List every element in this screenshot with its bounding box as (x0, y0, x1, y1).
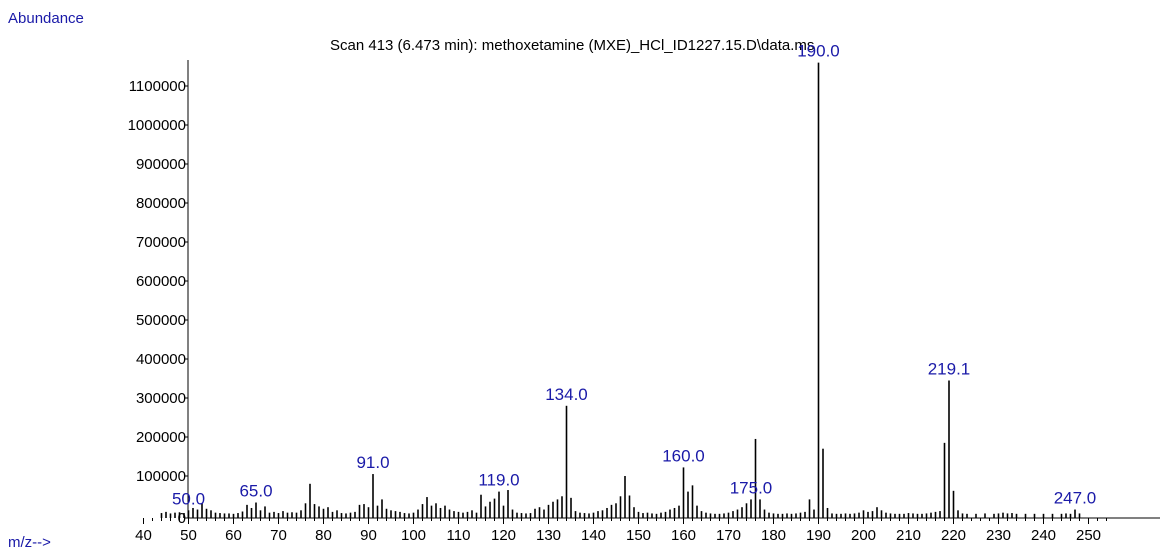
x-tick-label: 220 (941, 527, 966, 544)
x-tick-label: 100 (401, 527, 426, 544)
peak-label: 219.1 (928, 359, 971, 378)
y-tick-label: 200000 (136, 429, 186, 446)
x-tick-label: 200 (851, 527, 876, 544)
x-axis-label: m/z--> (8, 534, 51, 551)
y-tick-label: 400000 (136, 351, 186, 368)
x-tick-label: 70 (270, 527, 287, 544)
y-tick-label: 800000 (136, 195, 186, 212)
x-tick-label: 110 (447, 527, 471, 544)
peak-label: 134.0 (545, 385, 588, 404)
y-tick-label: 500000 (136, 312, 186, 329)
peak-label: 65.0 (239, 482, 272, 501)
x-tick-label: 80 (315, 527, 332, 544)
x-tick-label: 230 (986, 527, 1011, 544)
chart-title: Scan 413 (6.473 min): methoxetamine (MXE… (330, 37, 815, 54)
x-tick-label: 190 (806, 527, 831, 544)
x-tick-label: 180 (761, 527, 786, 544)
y-axis-label: Abundance (8, 10, 84, 27)
x-tick-label: 250 (1076, 527, 1101, 544)
peak-label: 91.0 (356, 453, 389, 472)
y-tick-label: 700000 (136, 234, 186, 251)
peak-label: 119.0 (478, 471, 519, 490)
x-tick-label: 210 (896, 527, 921, 544)
x-tick-label: 170 (716, 527, 741, 544)
y-tick-label: 1100000 (129, 78, 186, 95)
x-tick-label: 130 (536, 527, 561, 544)
y-tick-label: 300000 (136, 390, 186, 407)
peak-label: 190.0 (797, 42, 840, 61)
y-tick-label: 0 (178, 510, 186, 527)
peak-label: 50.0 (172, 489, 205, 508)
y-tick-label: 100000 (136, 468, 186, 485)
x-tick-label: 60 (225, 527, 242, 544)
peak-label: 160.0 (662, 446, 705, 465)
x-tick-label: 150 (626, 527, 651, 544)
y-tick-label: 900000 (136, 156, 186, 173)
x-tick-label: 40 (135, 527, 152, 544)
y-tick-label: 1000000 (128, 117, 186, 134)
x-tick-label: 50 (180, 527, 197, 544)
x-tick-label: 160 (671, 527, 696, 544)
peak-label: 247.0 (1054, 489, 1097, 508)
peak-label: 175.0 (730, 478, 773, 497)
x-tick-label: 140 (581, 527, 606, 544)
x-tick-label: 90 (360, 527, 377, 544)
y-tick-label: 600000 (136, 273, 186, 290)
x-tick-label: 240 (1031, 527, 1056, 544)
x-tick-label: 120 (491, 527, 516, 544)
